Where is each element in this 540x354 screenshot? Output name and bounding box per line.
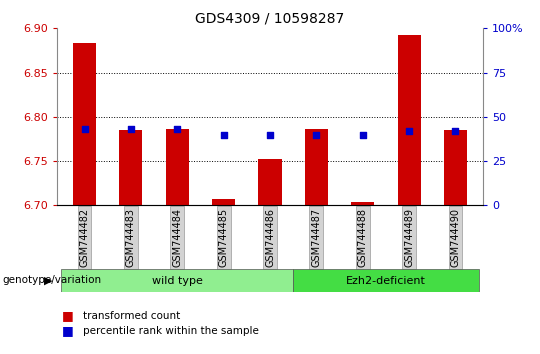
Text: genotype/variation: genotype/variation	[3, 275, 102, 285]
Text: Ezh2-deficient: Ezh2-deficient	[346, 275, 426, 286]
Text: wild type: wild type	[152, 275, 202, 286]
Text: percentile rank within the sample: percentile rank within the sample	[83, 326, 259, 336]
Point	[219, 132, 228, 137]
Title: GDS4309 / 10598287: GDS4309 / 10598287	[195, 12, 345, 26]
Text: transformed count: transformed count	[83, 311, 180, 321]
Bar	[212, 199, 235, 205]
Bar	[351, 202, 374, 205]
Bar	[293, 269, 478, 292]
Bar	[259, 159, 281, 205]
Point	[126, 126, 135, 132]
Bar	[305, 129, 328, 205]
Point	[312, 132, 321, 137]
Bar	[119, 130, 143, 205]
Point	[359, 132, 367, 137]
Text: ■: ■	[62, 309, 74, 322]
Point	[405, 128, 414, 134]
Point	[451, 128, 460, 134]
Text: ▶: ▶	[44, 275, 53, 285]
Text: ■: ■	[62, 325, 74, 337]
Point	[266, 132, 274, 137]
Bar	[73, 43, 96, 205]
Bar	[444, 130, 467, 205]
Bar	[62, 269, 293, 292]
Bar	[166, 129, 189, 205]
Point	[173, 126, 181, 132]
Bar	[397, 34, 421, 205]
Point	[80, 126, 89, 132]
